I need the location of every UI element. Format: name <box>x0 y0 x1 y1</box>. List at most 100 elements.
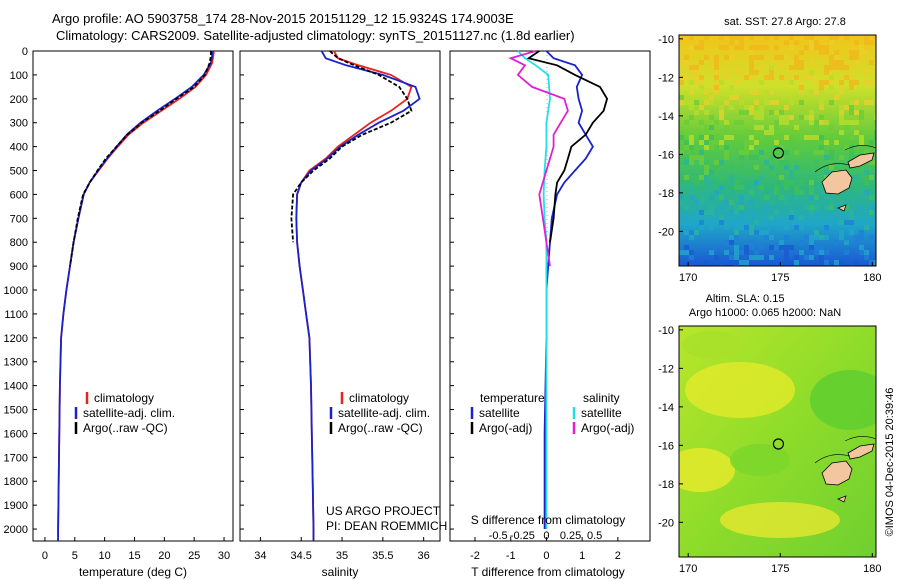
series-line-temperature-satellite <box>543 50 594 529</box>
legend-satellite-label: satellite-adj. clim. <box>338 406 430 420</box>
argo-location-marker <box>772 147 785 159</box>
series-line-salinity-satellite <box>517 50 551 529</box>
difference-panel: -2 -1 0 1 2 -0.5 -0.25 0 0.25 0.5 S difference f… <box>449 50 651 579</box>
credit-project: US ARGO PROJECT <box>326 504 441 518</box>
sla-map-frame <box>678 325 877 558</box>
map-y-tick-label: -12 <box>658 72 674 84</box>
depth-tick-label: 1800 <box>4 476 28 488</box>
map-x-tick-label: 180 <box>863 563 881 575</box>
temperature-x-ticks: 0 5 10 15 20 25 30 <box>42 537 230 562</box>
top-tick-label: 0.25 <box>560 530 581 542</box>
legend-satellite-label: satellite-adj. clim. <box>83 406 175 420</box>
x-tick-label: 34 <box>254 550 266 562</box>
header-line-2: Climatology: CARS2009. Satellite-adjuste… <box>56 28 575 43</box>
salinity-x-ticks: 34 34.5 35 35.5 36 <box>254 537 430 562</box>
series-line-satellite <box>57 50 214 541</box>
x-tick-label: -1 <box>506 550 516 562</box>
difference-legend: temperature salinity satellite Argo(-adj… <box>470 391 634 435</box>
map-x-tick-label: 175 <box>771 563 789 575</box>
temperature-x-label: temperature (deg C) <box>79 565 187 579</box>
series-line-salinity-argo <box>508 50 569 267</box>
credit-pi: PI: DEAN ROEMMICH <box>326 519 447 533</box>
depth-tick-label: 1100 <box>4 309 28 321</box>
depth-tick-label: 900 <box>10 261 28 273</box>
map-y-tick-label: -14 <box>658 111 674 123</box>
salinity-diff-ticks: -0.5 -0.25 0 0.25 0.5 <box>489 530 603 542</box>
legend-temperature-title: temperature <box>480 391 545 405</box>
s-difference-label: S difference from climatology <box>471 513 626 527</box>
series-line-argo <box>290 50 413 243</box>
depth-tick-label: 500 <box>10 166 28 178</box>
depth-tick-label: 200 <box>10 94 28 106</box>
legend-s-argo-label: Argo(-adj) <box>581 421 634 435</box>
depth-tick-label: 400 <box>10 142 28 154</box>
map-x-tick-label: 180 <box>863 272 881 284</box>
x-tick-label: 15 <box>128 550 140 562</box>
map-y-tick-label: -12 <box>658 363 674 375</box>
legend-argo-label: Argo(..raw -QC) <box>83 421 168 435</box>
top-tick-label: -0.5 <box>489 530 508 542</box>
map-x-tick-label: 175 <box>771 272 789 284</box>
sla-map-ticks: 170 175 180 -10 -12 -14 -16 -18 -20 <box>658 325 881 575</box>
salinity-x-label: salinity <box>322 565 359 579</box>
x-tick-label: 1 <box>579 550 585 562</box>
map-y-tick-label: -10 <box>658 325 674 337</box>
small-island-south <box>837 495 847 503</box>
salinity-series <box>290 50 421 541</box>
depth-tick-label: 1400 <box>4 381 28 393</box>
legend-argo-label: Argo(..raw -QC) <box>338 421 423 435</box>
depth-tick-label: 700 <box>10 213 28 225</box>
temperature-plot-frame <box>32 50 234 542</box>
map-y-tick-label: -16 <box>658 440 674 452</box>
legend-climatology-label: climatology <box>94 391 154 405</box>
x-tick-label: 0 <box>543 550 549 562</box>
argo-location-marker <box>772 438 785 450</box>
x-tick-label: 35 <box>336 550 348 562</box>
top-tick-label: -0.25 <box>510 530 535 542</box>
t-difference-label: T difference from climatology <box>471 565 625 579</box>
x-tick-label: 35.5 <box>372 550 393 562</box>
series-line-argo <box>69 51 212 267</box>
x-tick-label: 30 <box>218 550 230 562</box>
fiji-island-vanua-levu <box>847 152 875 169</box>
x-tick-label: -2 <box>470 550 480 562</box>
map-y-tick-label: -16 <box>658 149 674 161</box>
depth-tick-label: 1200 <box>4 333 28 345</box>
sst-map-title: sat. SST: 27.8 Argo: 27.8 <box>724 16 846 28</box>
map-y-tick-label: -14 <box>658 402 674 414</box>
imos-stamp: ©IMOS 04-Dec-2015 20:39:46 <box>884 388 896 537</box>
temperature-panel: 0 5 10 15 20 25 30 temperature (deg C) climato… <box>32 50 234 579</box>
x-tick-label: 2 <box>615 550 621 562</box>
temperature-series <box>57 50 215 541</box>
sla-map-panel: Altim. SLA: 0.15 Argo h1000: 0.065 h2000… <box>658 293 881 575</box>
reef-outline <box>814 436 876 464</box>
x-tick-label: 5 <box>72 550 78 562</box>
map-x-tick-label: 170 <box>679 563 697 575</box>
legend-salinity-title: salinity <box>583 391 620 405</box>
depth-tick-label: 1900 <box>4 500 28 512</box>
sst-map-frame <box>678 34 877 267</box>
depth-tick-label: 300 <box>10 118 28 130</box>
depth-tick-label: 1500 <box>4 405 28 417</box>
depth-tick-label: 800 <box>10 237 28 249</box>
salinity-legend: climatology satellite-adj. clim. Argo(..… <box>329 391 430 435</box>
map-y-tick-label: -18 <box>658 479 674 491</box>
depth-tick-label: 1300 <box>4 357 28 369</box>
x-tick-label: 36 <box>418 550 430 562</box>
difference-plot-frame <box>449 50 651 542</box>
reef-outline <box>814 145 876 173</box>
salinity-plot-frame <box>239 50 441 542</box>
x-tick-label: 20 <box>158 550 170 562</box>
sst-map-ticks: 170 175 180 -10 -12 -14 -16 -18 -20 <box>658 34 881 284</box>
depth-tick-label: 2000 <box>4 524 28 536</box>
map-y-tick-label: -20 <box>658 226 674 238</box>
legend-t-satellite-label: satellite <box>479 406 520 420</box>
map-y-tick-label: -10 <box>658 34 674 46</box>
top-tick-label: 0 <box>543 530 549 542</box>
legend-t-argo-label: Argo(-adj) <box>479 421 532 435</box>
x-tick-label: 34.5 <box>291 550 312 562</box>
depth-tick-label: 1000 <box>4 285 28 297</box>
depth-tick-label: 1700 <box>4 452 28 464</box>
map-x-tick-label: 170 <box>679 272 697 284</box>
